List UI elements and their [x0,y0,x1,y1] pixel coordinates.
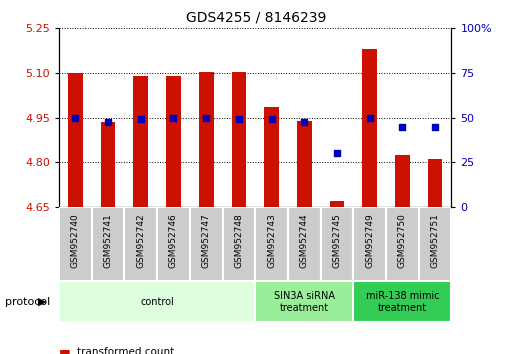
FancyBboxPatch shape [124,207,157,281]
Bar [297,121,311,207]
Bar [166,76,181,207]
Text: GSM952741: GSM952741 [104,213,112,268]
Bar [428,159,442,207]
Text: GSM952740: GSM952740 [71,213,80,268]
Bar [264,107,279,207]
Bar [199,72,213,207]
Text: GSM952749: GSM952749 [365,213,374,268]
Text: GSM952742: GSM952742 [136,213,145,268]
Point [267,117,275,122]
Bar [353,281,451,322]
Point [71,115,80,121]
Point [202,115,210,121]
Text: GSM952743: GSM952743 [267,213,276,268]
Point [333,151,341,156]
Point [169,115,177,121]
FancyBboxPatch shape [59,207,92,281]
FancyBboxPatch shape [92,207,124,281]
Point [431,124,439,130]
Bar [330,201,344,207]
Point [398,124,406,130]
FancyBboxPatch shape [255,207,288,281]
Text: GSM952750: GSM952750 [398,213,407,268]
Bar [133,76,148,207]
Bar [68,73,83,207]
FancyBboxPatch shape [190,207,223,281]
FancyBboxPatch shape [353,207,386,281]
Point [136,117,145,122]
FancyBboxPatch shape [386,207,419,281]
Text: GSM952744: GSM952744 [300,213,309,268]
FancyBboxPatch shape [288,207,321,281]
Point [366,115,374,121]
Text: GDS4255 / 8146239: GDS4255 / 8146239 [186,11,327,25]
Text: miR-138 mimic
treatment: miR-138 mimic treatment [366,291,439,313]
FancyBboxPatch shape [223,207,255,281]
Text: GSM952747: GSM952747 [202,213,211,268]
FancyBboxPatch shape [419,207,451,281]
Point [235,117,243,122]
Point [104,119,112,125]
Text: GSM952746: GSM952746 [169,213,178,268]
Bar [255,281,353,322]
Text: protocol: protocol [5,297,50,307]
FancyBboxPatch shape [157,207,190,281]
Bar [395,155,410,207]
Text: SIN3A siRNA
treatment: SIN3A siRNA treatment [274,291,335,313]
Bar [59,281,255,322]
Point [300,119,308,125]
FancyBboxPatch shape [321,207,353,281]
Text: control: control [140,297,174,307]
Text: GSM952751: GSM952751 [430,213,440,268]
Bar [362,49,377,207]
Text: GSM952748: GSM952748 [234,213,243,268]
Text: ■: ■ [59,347,71,354]
Text: ▶: ▶ [38,297,47,307]
Text: GSM952745: GSM952745 [332,213,342,268]
Bar [101,122,115,207]
Bar [231,72,246,207]
Text: transformed count: transformed count [77,347,174,354]
